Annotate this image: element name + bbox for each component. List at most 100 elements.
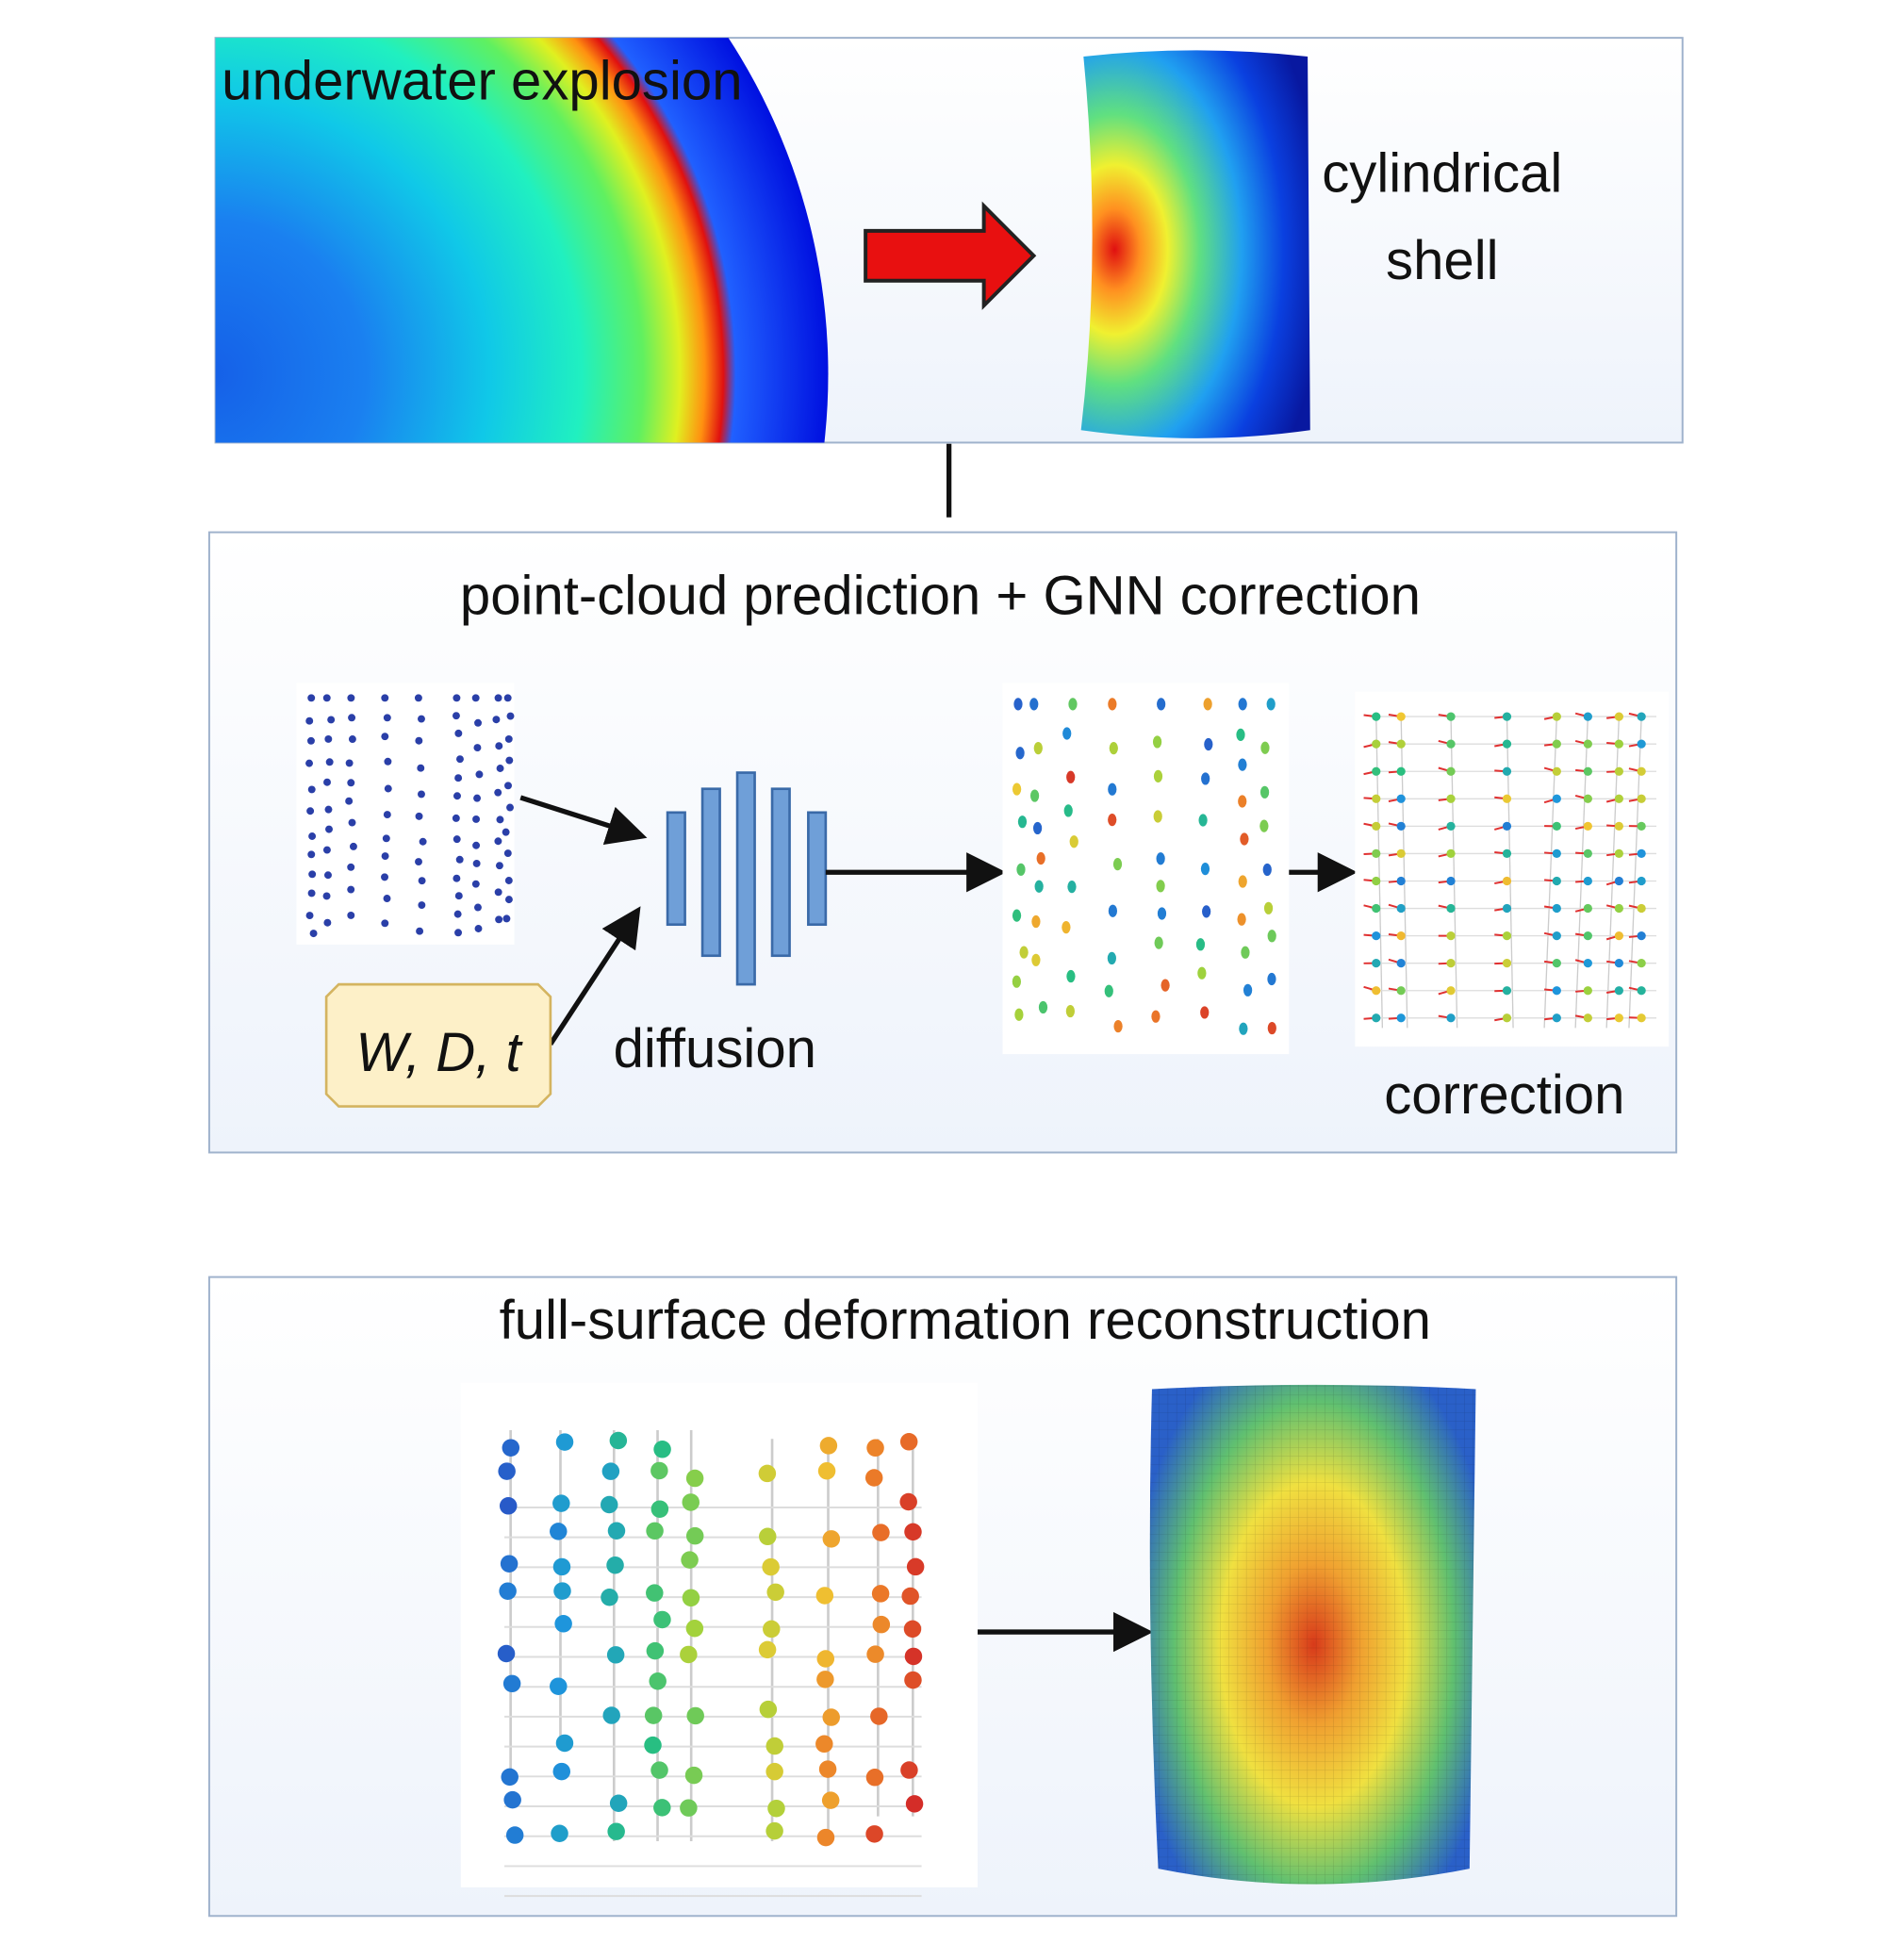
decor-dot bbox=[1502, 876, 1512, 886]
decor-dot bbox=[819, 1437, 838, 1455]
decor-dot bbox=[818, 1760, 837, 1778]
decor-dot bbox=[1614, 903, 1623, 914]
decor-dot bbox=[499, 1497, 518, 1515]
decor-dot bbox=[1446, 848, 1456, 859]
decor-dot bbox=[505, 756, 514, 765]
decor-dot bbox=[496, 815, 504, 824]
decor-dot bbox=[1502, 848, 1512, 859]
decor-dot bbox=[653, 1799, 671, 1817]
decor-dot bbox=[906, 1557, 925, 1576]
decor-dot bbox=[383, 714, 391, 722]
decor-dot bbox=[506, 712, 515, 720]
decor-dot bbox=[1195, 938, 1206, 951]
decor-dot bbox=[418, 877, 426, 885]
decor-dot bbox=[381, 694, 389, 702]
decor-dot bbox=[815, 1735, 833, 1754]
decor-dot bbox=[1583, 931, 1592, 941]
decor-dot bbox=[505, 1826, 524, 1844]
decor-dot bbox=[494, 694, 502, 702]
decor-dot bbox=[1583, 766, 1592, 776]
decor-dot bbox=[904, 1671, 922, 1689]
decor-dot bbox=[650, 1761, 668, 1779]
decor-dot bbox=[1637, 848, 1646, 859]
shell-label: cylindrical bbox=[1322, 142, 1562, 204]
decor-dot bbox=[495, 915, 503, 924]
decor-dot bbox=[501, 1768, 519, 1787]
decor-dot bbox=[496, 765, 504, 772]
decor-dot bbox=[767, 1799, 785, 1818]
decor-dot bbox=[1262, 863, 1272, 877]
decor-dot bbox=[454, 892, 463, 900]
reconstruction-image bbox=[1149, 1384, 1476, 1885]
decor-dot bbox=[307, 889, 316, 898]
decor-dot bbox=[555, 1433, 574, 1451]
decor-dot bbox=[1160, 979, 1170, 992]
decor-dot bbox=[1446, 876, 1456, 886]
decor-dot bbox=[609, 1431, 628, 1450]
decor-dot bbox=[455, 855, 464, 864]
decor-dot bbox=[1583, 986, 1592, 996]
decor-dot bbox=[1502, 794, 1512, 803]
decor-dot bbox=[682, 1493, 700, 1511]
decor-dot bbox=[816, 1650, 835, 1668]
decor-dot bbox=[307, 785, 316, 794]
decor-dot bbox=[1259, 785, 1270, 799]
decor-dot bbox=[1029, 789, 1040, 802]
decor-dot bbox=[419, 837, 427, 846]
decor-dot bbox=[454, 729, 463, 737]
decor-dot bbox=[1263, 901, 1274, 914]
decor-dot bbox=[607, 1522, 626, 1540]
decor-dot bbox=[1157, 907, 1167, 920]
decor-dot bbox=[307, 850, 316, 859]
decor-dot bbox=[1446, 712, 1456, 721]
decor-dot bbox=[305, 759, 313, 767]
decor-dot bbox=[551, 1824, 568, 1843]
decor-dot bbox=[899, 1433, 918, 1451]
decor-dot bbox=[1108, 782, 1117, 796]
decor-dot bbox=[1552, 931, 1561, 941]
decor-dot bbox=[680, 1645, 698, 1664]
decor-dot bbox=[1200, 1006, 1210, 1019]
decor-dot bbox=[1372, 876, 1381, 886]
decor-dot bbox=[1372, 1013, 1381, 1023]
decor-dot bbox=[1446, 959, 1456, 968]
decor-dot bbox=[473, 794, 482, 802]
decor-dot bbox=[1637, 959, 1646, 968]
decor-dot bbox=[646, 1522, 664, 1540]
decor-dot bbox=[822, 1708, 840, 1726]
decor-dot bbox=[1396, 739, 1406, 749]
decor-dot bbox=[1157, 698, 1166, 711]
decor-dot bbox=[1502, 931, 1512, 941]
decor-dot bbox=[322, 892, 331, 900]
decor-dot bbox=[306, 736, 315, 745]
decor-dot bbox=[381, 919, 389, 928]
decor-dot bbox=[418, 715, 425, 723]
decor-dot bbox=[644, 1706, 663, 1724]
decor-dot bbox=[1583, 959, 1592, 968]
decor-dot bbox=[1446, 794, 1456, 803]
decor-dot bbox=[1372, 794, 1381, 803]
decor-dot bbox=[1372, 712, 1381, 721]
decor-dot bbox=[1372, 739, 1381, 749]
input-label: W, D, t bbox=[355, 1022, 523, 1083]
decor-dot bbox=[474, 903, 482, 912]
decor-dot bbox=[1396, 712, 1406, 721]
decor-dot bbox=[686, 1706, 704, 1725]
decor-dot bbox=[1637, 1013, 1646, 1023]
decor-dot bbox=[1552, 766, 1561, 776]
decor-dot bbox=[552, 1557, 571, 1576]
decor-dot bbox=[453, 910, 462, 918]
decor-dot bbox=[866, 1439, 884, 1458]
decor-dot bbox=[1109, 742, 1118, 755]
decor-dot bbox=[1108, 814, 1117, 827]
decor-dot bbox=[327, 716, 336, 724]
decor-dot bbox=[817, 1461, 836, 1480]
explosion-field bbox=[215, 38, 829, 443]
decor-dot bbox=[903, 1620, 922, 1639]
decor-dot bbox=[348, 818, 356, 827]
decor-dot bbox=[1552, 986, 1561, 996]
decor-dot bbox=[417, 764, 425, 772]
decor-dot bbox=[1396, 1013, 1406, 1023]
decor-dot bbox=[602, 1706, 620, 1724]
